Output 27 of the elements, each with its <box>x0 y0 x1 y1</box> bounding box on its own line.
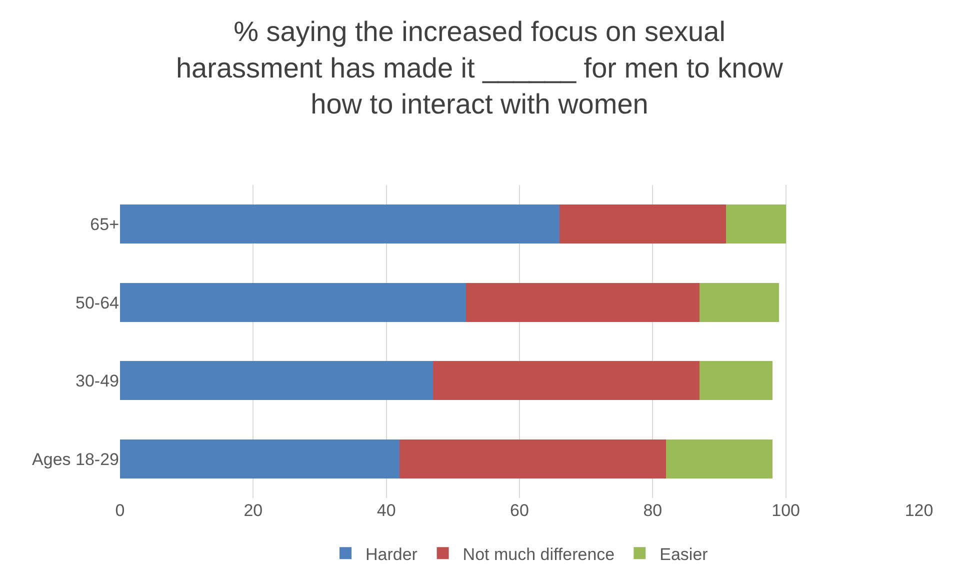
bar <box>432 361 700 400</box>
bar <box>666 439 773 478</box>
bar <box>699 282 780 322</box>
bar <box>400 439 666 478</box>
x-tick-label: 40 <box>376 501 396 520</box>
bar <box>726 204 786 244</box>
bar <box>120 439 400 478</box>
x-tick-label: 60 <box>510 501 529 520</box>
chart-title: % saying the increased focus on sexual harassment has made it ______ for men to know how to interact with women <box>176 16 784 120</box>
legend-label: Easier <box>660 544 708 564</box>
bar <box>120 282 466 322</box>
legend-label: Harder <box>366 544 418 564</box>
bar <box>120 361 433 400</box>
y-tick-label: 65+ <box>90 215 120 234</box>
x-tick-label: 20 <box>244 501 263 520</box>
y-tick-label: Ages 18-29 <box>32 450 119 469</box>
bar <box>466 282 700 322</box>
x-tick-label: 120 <box>904 501 934 520</box>
x-tick-label: 100 <box>772 501 800 520</box>
y-tick-label: 30-49 <box>76 372 119 391</box>
x-tick-label: 0 <box>115 501 125 520</box>
x-tick-label: 80 <box>643 501 662 520</box>
bar <box>559 204 726 244</box>
bar <box>699 361 773 400</box>
bar <box>120 204 560 244</box>
y-tick-label: 50-64 <box>76 293 119 312</box>
legend-label: Not much difference <box>462 544 615 564</box>
